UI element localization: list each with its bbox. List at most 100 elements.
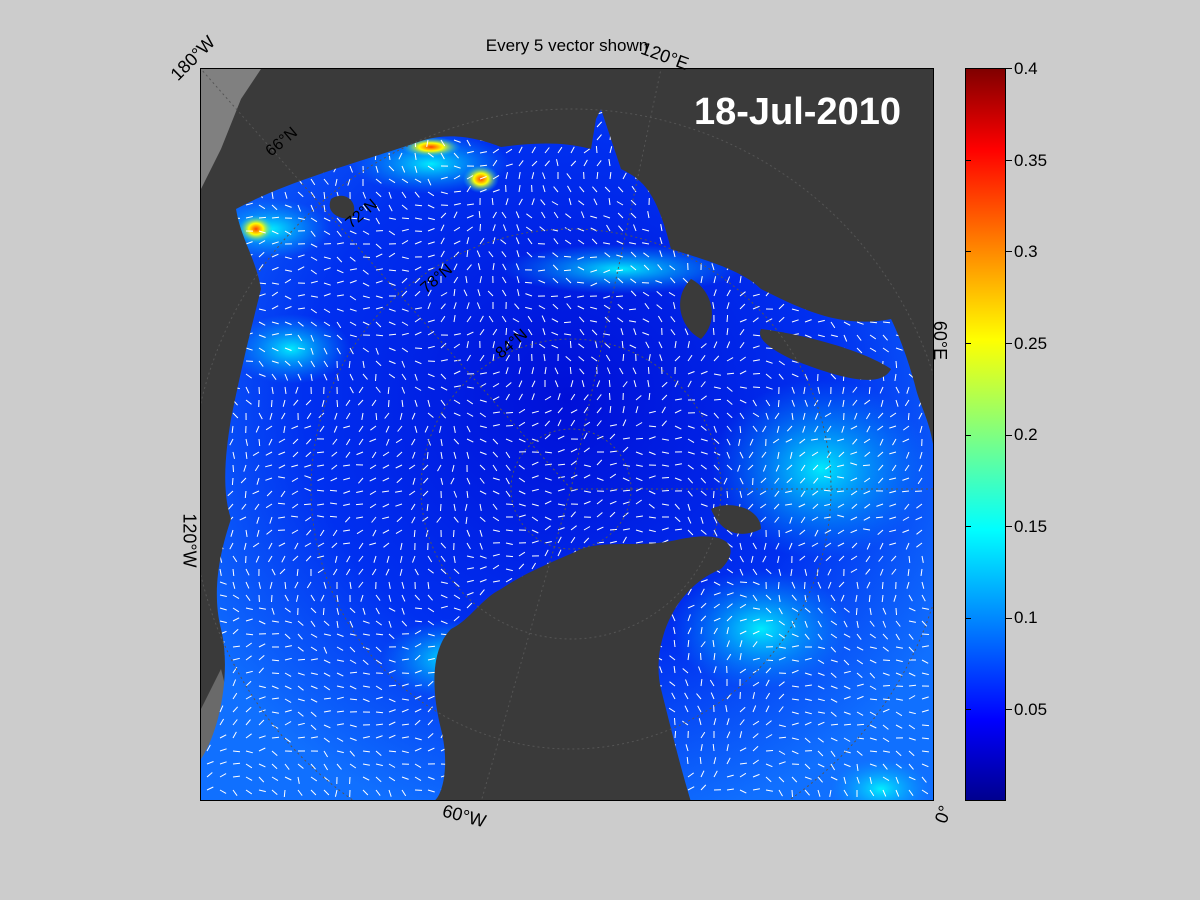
drift-vector bbox=[505, 555, 514, 558]
drift-vector bbox=[492, 354, 495, 362]
drift-vector bbox=[488, 251, 494, 258]
drift-vector bbox=[388, 399, 390, 408]
drift-vector bbox=[603, 215, 611, 219]
drift-vector bbox=[258, 204, 266, 210]
drift-vector bbox=[245, 680, 252, 687]
drift-vector bbox=[804, 319, 812, 323]
drift-vector bbox=[427, 568, 434, 574]
drift-vector bbox=[479, 176, 487, 180]
drift-vector bbox=[349, 737, 357, 741]
drift-vector bbox=[916, 529, 923, 535]
drift-vector bbox=[414, 737, 422, 741]
drift-vector bbox=[773, 503, 780, 510]
drift-vector bbox=[518, 408, 526, 414]
drift-vector bbox=[889, 503, 897, 507]
drift-vector bbox=[648, 475, 656, 479]
drift-vector bbox=[570, 393, 576, 401]
drift-vector bbox=[345, 412, 351, 420]
drift-vector bbox=[661, 490, 670, 492]
drift-vector bbox=[525, 306, 533, 310]
drift-vector bbox=[375, 334, 384, 337]
drift-vector bbox=[726, 718, 730, 726]
drift-vector bbox=[726, 774, 734, 778]
drift-vector bbox=[577, 239, 585, 245]
drift-vector bbox=[869, 646, 877, 649]
drift-vector bbox=[804, 684, 812, 687]
drift-vector bbox=[902, 438, 910, 443]
drift-vector bbox=[297, 763, 304, 769]
drift-vector bbox=[466, 237, 470, 245]
drift-vector bbox=[856, 321, 864, 325]
drift-vector bbox=[232, 628, 239, 635]
drift-vector bbox=[752, 425, 758, 432]
drift-vector bbox=[813, 477, 819, 484]
drift-vector bbox=[552, 303, 559, 310]
drift-vector bbox=[414, 719, 421, 726]
drift-vector bbox=[713, 627, 718, 635]
drift-vector bbox=[336, 347, 341, 355]
drift-vector bbox=[895, 698, 903, 701]
drift-vector bbox=[778, 620, 785, 626]
drift-vector bbox=[258, 655, 265, 661]
drift-vector bbox=[674, 436, 682, 440]
drift-vector bbox=[629, 242, 637, 245]
drift-vector bbox=[336, 620, 339, 628]
drift-vector bbox=[542, 328, 546, 336]
drift-vector bbox=[310, 321, 317, 327]
drift-vector bbox=[384, 412, 390, 419]
drift-vector bbox=[882, 724, 889, 730]
drift-vector bbox=[817, 334, 825, 338]
drift-vector bbox=[557, 503, 565, 506]
drift-vector bbox=[902, 477, 910, 481]
drift-vector bbox=[310, 776, 318, 782]
drift-vector bbox=[310, 269, 317, 275]
drift-vector bbox=[505, 529, 513, 532]
drift-vector bbox=[466, 302, 470, 310]
drift-vector bbox=[658, 341, 663, 349]
drift-vector bbox=[837, 438, 845, 442]
drift-vector bbox=[635, 529, 643, 533]
drift-vector bbox=[479, 579, 487, 583]
drift-vector bbox=[401, 646, 409, 650]
drift-vector bbox=[837, 464, 845, 468]
drift-vector bbox=[606, 224, 611, 232]
drift-vector bbox=[401, 165, 406, 173]
drift-vector bbox=[544, 409, 552, 414]
drift-vector bbox=[739, 747, 747, 752]
drift-vector bbox=[360, 594, 364, 602]
drift-vector bbox=[765, 373, 772, 379]
drift-vector bbox=[752, 345, 760, 349]
drift-vector bbox=[269, 412, 273, 420]
drift-vector bbox=[830, 646, 837, 653]
drift-vector bbox=[544, 160, 550, 167]
drift-vector bbox=[356, 451, 364, 456]
drift-vector bbox=[791, 789, 793, 798]
drift-vector bbox=[427, 680, 434, 687]
drift-vector bbox=[752, 641, 758, 648]
drift-vector bbox=[837, 503, 845, 508]
drift-vector bbox=[297, 685, 304, 691]
drift-vector bbox=[791, 722, 799, 726]
drift-vector bbox=[696, 693, 702, 700]
drift-vector bbox=[661, 406, 666, 414]
drift-vector bbox=[395, 503, 403, 507]
drift-vector bbox=[323, 672, 331, 677]
drift-vector bbox=[647, 366, 650, 375]
drift-vector bbox=[762, 464, 767, 472]
drift-vector bbox=[726, 627, 729, 635]
drift-vector bbox=[505, 425, 514, 427]
drift-vector bbox=[669, 265, 676, 271]
drift-vector bbox=[596, 171, 599, 180]
drift-vector bbox=[889, 516, 897, 520]
drift-vector bbox=[409, 490, 416, 496]
drift-vector bbox=[401, 332, 409, 336]
drift-vector bbox=[297, 347, 305, 350]
drift-vector bbox=[466, 412, 474, 417]
drift-vector bbox=[343, 490, 351, 494]
drift-vector bbox=[799, 555, 806, 561]
drift-vector bbox=[617, 186, 624, 193]
drift-vector bbox=[671, 692, 676, 700]
drift-vector bbox=[544, 477, 552, 481]
drift-vector bbox=[375, 253, 383, 258]
drift-vector bbox=[258, 789, 266, 793]
